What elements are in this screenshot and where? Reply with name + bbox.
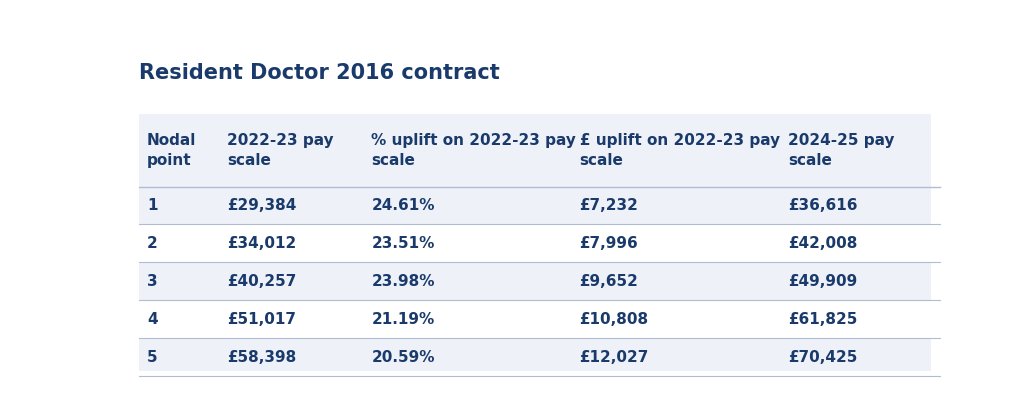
Text: £40,257: £40,257	[227, 274, 297, 289]
Bar	[139, 338, 940, 376]
Text: 4: 4	[147, 311, 157, 327]
Text: £34,012: £34,012	[227, 236, 297, 251]
Text: £10,808: £10,808	[580, 311, 648, 327]
Text: £61,825: £61,825	[788, 311, 857, 327]
Text: Nodal
point: Nodal point	[147, 133, 196, 168]
Text: £42,008: £42,008	[788, 236, 857, 251]
Text: £70,425: £70,425	[788, 349, 857, 364]
Text: 24.61%: 24.61%	[371, 198, 434, 213]
Text: £58,398: £58,398	[227, 349, 297, 364]
Text: £36,616: £36,616	[788, 198, 857, 213]
Text: £7,232: £7,232	[580, 198, 638, 213]
Text: 5: 5	[147, 349, 157, 364]
Text: 20.59%: 20.59%	[371, 349, 434, 364]
Text: £7,996: £7,996	[580, 236, 638, 251]
Text: 2022-23 pay
scale: 2022-23 pay scale	[227, 133, 334, 168]
Bar	[139, 186, 940, 224]
Text: % uplift on 2022-23 pay
scale: % uplift on 2022-23 pay scale	[371, 133, 576, 168]
Text: 23.51%: 23.51%	[371, 236, 434, 251]
Text: £29,384: £29,384	[227, 198, 297, 213]
Text: £12,027: £12,027	[580, 349, 649, 364]
Bar	[139, 300, 940, 338]
Text: £49,909: £49,909	[788, 274, 857, 289]
Text: £51,017: £51,017	[227, 311, 296, 327]
Bar	[139, 224, 940, 262]
Text: 23.98%: 23.98%	[371, 274, 434, 289]
Text: £9,652: £9,652	[580, 274, 638, 289]
Bar	[139, 262, 940, 300]
Text: £ uplift on 2022-23 pay
scale: £ uplift on 2022-23 pay scale	[580, 133, 780, 168]
Text: Resident Doctor 2016 contract: Resident Doctor 2016 contract	[139, 63, 499, 83]
Text: 1: 1	[147, 198, 157, 213]
Text: 3: 3	[147, 274, 157, 289]
Text: 2: 2	[147, 236, 157, 251]
Text: 21.19%: 21.19%	[371, 311, 434, 327]
Text: 2024-25 pay
scale: 2024-25 pay scale	[788, 133, 894, 168]
Bar	[139, 114, 940, 186]
